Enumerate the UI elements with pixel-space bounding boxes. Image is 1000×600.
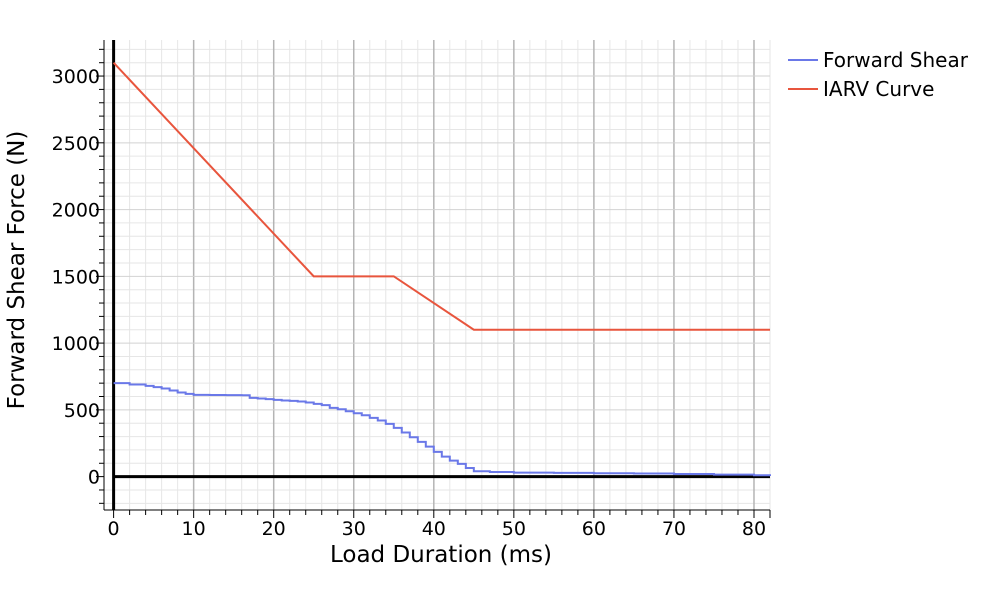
x-tick-label: 10 xyxy=(182,518,206,540)
x-tick-label: 50 xyxy=(502,518,526,540)
x-tick-label: 20 xyxy=(262,518,286,540)
minor-gridlines xyxy=(104,40,771,510)
y-axis-title: Forward Shear Force (N) xyxy=(4,131,30,410)
legend-label-iarv-curve: IARV Curve xyxy=(823,77,934,101)
x-tick-label: 0 xyxy=(108,518,120,540)
y-tick-label: 1000 xyxy=(52,333,100,355)
y-tick-label: 500 xyxy=(64,400,100,422)
y-tick-label: 0 xyxy=(88,467,100,489)
x-tick-label: 70 xyxy=(662,518,686,540)
series-layer xyxy=(112,62,771,477)
forward-shear-line xyxy=(113,382,771,477)
y-tick-label: 1500 xyxy=(52,266,100,288)
iarv-curve-line xyxy=(112,62,770,331)
zero-lines xyxy=(112,40,770,510)
y-axis-ticks: 0 500 1000 1500 2000 2500 3000 xyxy=(52,48,104,504)
x-axis-title: Load Duration (ms) xyxy=(330,542,552,568)
x-axis-ticks: 0 10 20 30 40 50 60 70 80 xyxy=(108,510,771,540)
x-tick-label: 30 xyxy=(342,518,366,540)
y-tick-label: 2000 xyxy=(52,200,100,222)
y-tick-label: 3000 xyxy=(52,66,100,88)
x-tick-label: 40 xyxy=(422,518,446,540)
plot-frame xyxy=(103,40,771,518)
y-tick-label: 2500 xyxy=(52,133,100,155)
x-tick-label: 60 xyxy=(582,518,606,540)
major-gridlines xyxy=(104,40,770,510)
legend: Forward Shear IARV Curve xyxy=(788,48,969,101)
x-tick-label: 80 xyxy=(742,518,766,540)
legend-label-forward-shear: Forward Shear xyxy=(823,48,969,72)
